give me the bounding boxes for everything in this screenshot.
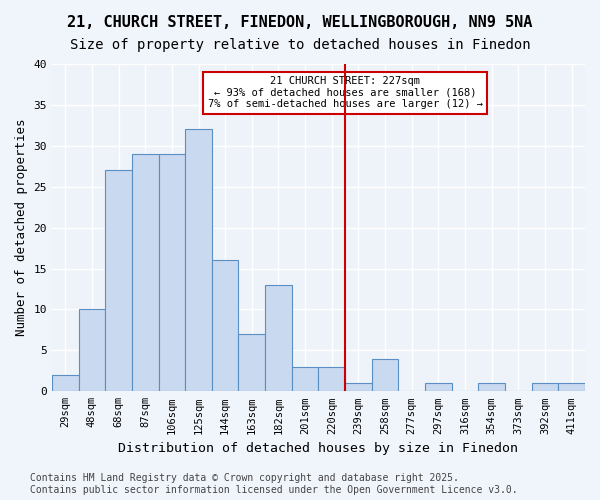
Bar [185,130,212,392]
X-axis label: Distribution of detached houses by size in Finedon: Distribution of detached houses by size … [118,442,518,455]
Bar [52,375,79,392]
Bar [238,334,265,392]
Bar [478,383,505,392]
Text: Contains HM Land Registry data © Crown copyright and database right 2025.
Contai: Contains HM Land Registry data © Crown c… [30,474,518,495]
Bar [345,383,372,392]
Bar [559,383,585,392]
Bar [425,383,452,392]
Bar [319,367,345,392]
Bar [212,260,238,392]
Bar [532,383,559,392]
Bar [132,154,158,392]
Text: 21 CHURCH STREET: 227sqm
← 93% of detached houses are smaller (168)
7% of semi-d: 21 CHURCH STREET: 227sqm ← 93% of detach… [208,76,482,110]
Bar [158,154,185,392]
Bar [265,285,292,392]
Y-axis label: Number of detached properties: Number of detached properties [15,119,28,336]
Bar [292,367,319,392]
Text: Size of property relative to detached houses in Finedon: Size of property relative to detached ho… [70,38,530,52]
Bar [79,310,105,392]
Bar [372,358,398,392]
Bar [105,170,132,392]
Text: 21, CHURCH STREET, FINEDON, WELLINGBOROUGH, NN9 5NA: 21, CHURCH STREET, FINEDON, WELLINGBOROU… [67,15,533,30]
